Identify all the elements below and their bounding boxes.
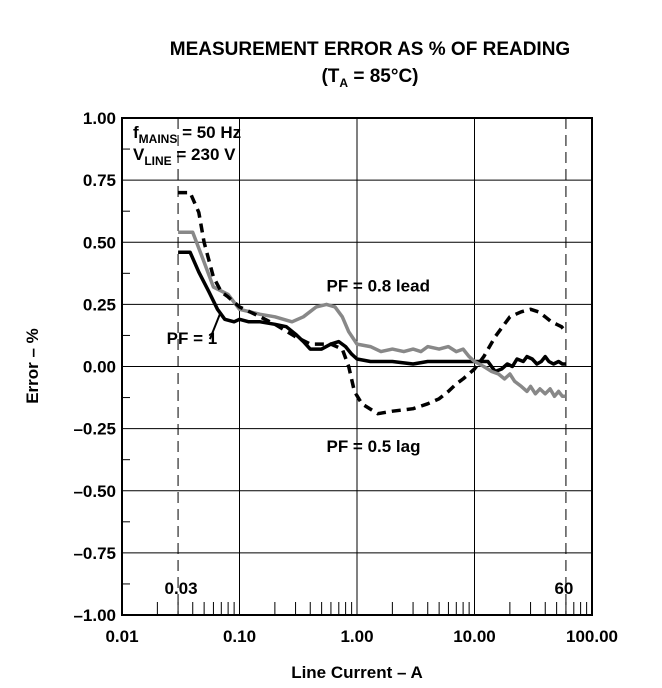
series-line-2 bbox=[178, 190, 568, 416]
plot-frame bbox=[121, 117, 593, 616]
y-tick-label-5: –0.25 bbox=[73, 420, 116, 439]
cond2-base: V bbox=[133, 145, 145, 164]
x-tick-label-4: 100.00 bbox=[566, 627, 618, 646]
conditions-line2: VLINE = 230 V bbox=[133, 145, 236, 168]
series-lines bbox=[178, 190, 568, 416]
series-line-1 bbox=[178, 230, 566, 399]
series-annotation-1: PF = 1 bbox=[167, 329, 218, 348]
y-tick-labels: 1.00 0.75 0.50 0.25 0.00 –0.25 –0.50 –0.75 –1.00 bbox=[73, 109, 116, 625]
cond1-base: f bbox=[133, 123, 139, 142]
chart-title-line1: MEASUREMENT ERROR AS % OF READING bbox=[170, 39, 570, 60]
conditions-line1: fMAINS = 50 Hz bbox=[133, 123, 241, 146]
title-sub: A bbox=[339, 76, 348, 90]
x-tick-labels: 0.01 0.10 1.00 10.00 100.00 bbox=[105, 627, 618, 646]
grid-lines bbox=[121, 117, 593, 616]
pf1-leader-line bbox=[208, 313, 221, 340]
x-tick-label-3: 10.00 bbox=[453, 627, 496, 646]
x-tick-label-2: 1.00 bbox=[340, 627, 373, 646]
chart-title-line2: (TA = 85°C) bbox=[321, 66, 418, 90]
title-suffix: = 85°C) bbox=[348, 66, 418, 87]
cond1-sub: MAINS bbox=[139, 132, 178, 146]
y-tick-label-7: –0.75 bbox=[73, 544, 116, 563]
y-axis-title: Error – % bbox=[23, 328, 42, 404]
reference-lines: 0.03 60 bbox=[165, 118, 573, 615]
y-tick-label-2: 0.50 bbox=[83, 233, 116, 252]
y-tick-label-6: –0.50 bbox=[73, 482, 116, 501]
minor-ticks bbox=[122, 148, 588, 615]
y-tick-label-1: 0.75 bbox=[83, 171, 116, 190]
reference-label-0: 0.03 bbox=[165, 579, 198, 598]
cond2-text: = 230 V bbox=[172, 145, 236, 164]
y-tick-label-3: 0.25 bbox=[83, 295, 116, 314]
annotations: PF = 0.8 lead PF = 1 PF = 0.5 lag bbox=[167, 277, 430, 456]
cond1-text: = 50 Hz bbox=[177, 123, 241, 142]
reference-label-1: 60 bbox=[554, 579, 573, 598]
series-annotation-0: PF = 0.8 lead bbox=[326, 277, 429, 296]
y-tick-label-8: –1.00 bbox=[73, 606, 116, 625]
cond2-sub: LINE bbox=[144, 154, 171, 168]
y-tick-label-0: 1.00 bbox=[83, 109, 116, 128]
y-tick-label-4: 0.00 bbox=[83, 358, 116, 377]
x-tick-label-1: 0.10 bbox=[223, 627, 256, 646]
series-annotation-2: PF = 0.5 lag bbox=[326, 437, 420, 456]
series-line-0 bbox=[178, 250, 566, 374]
x-tick-label-0: 0.01 bbox=[105, 627, 138, 646]
x-axis-title: Line Current – A bbox=[291, 663, 423, 682]
title-prefix: (T bbox=[321, 66, 339, 87]
